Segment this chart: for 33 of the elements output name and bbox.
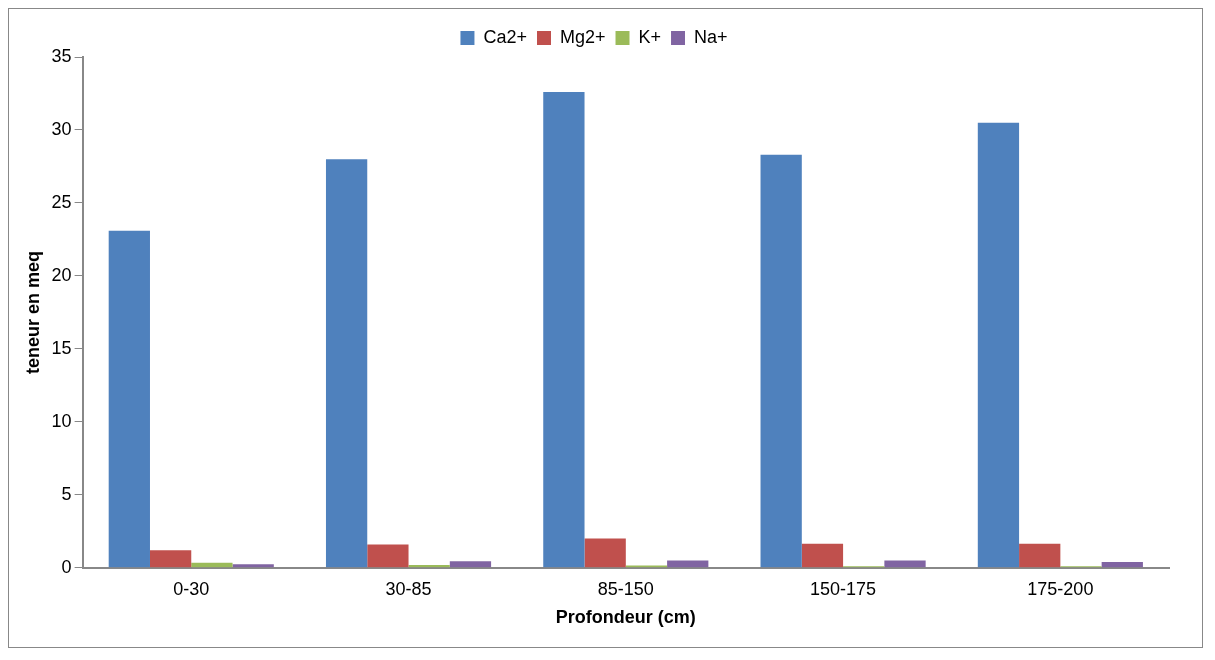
bar — [760, 154, 802, 568]
bar — [108, 230, 150, 568]
bar — [977, 122, 1020, 568]
x-tick-label: 0-30 — [173, 578, 210, 599]
y-tick-label: 20 — [51, 264, 72, 285]
x-tick-label: 175-200 — [1027, 578, 1094, 599]
bar — [1101, 561, 1143, 568]
y-tick-label: 15 — [51, 337, 72, 358]
y-tick-label: 30 — [51, 118, 72, 139]
bar — [367, 544, 409, 568]
bar — [1019, 543, 1061, 568]
legend-label: Ca2+ — [483, 26, 527, 47]
y-tick-label: 0 — [61, 556, 72, 577]
x-tick-label: 85-150 — [597, 578, 654, 599]
bar — [584, 538, 626, 568]
x-axis-title: Profondeur (cm) — [555, 607, 696, 628]
legend-label: Mg2+ — [559, 26, 606, 47]
bar — [801, 543, 844, 568]
legend-label: Na+ — [694, 26, 728, 47]
bar — [325, 159, 368, 568]
y-axis-title: teneur en meq — [22, 250, 43, 374]
y-tick-label: 35 — [51, 45, 72, 66]
y-tick-label: 5 — [61, 483, 72, 504]
y-tick-label: 25 — [51, 191, 72, 212]
x-tick-label: 150-175 — [810, 578, 877, 599]
bar — [232, 564, 274, 568]
legend-label: K+ — [638, 26, 662, 47]
bar — [884, 560, 926, 568]
y-tick-label: 10 — [51, 410, 72, 431]
bar — [449, 561, 492, 568]
x-tick-label: 30-85 — [385, 578, 432, 599]
bar — [149, 550, 192, 568]
bar — [543, 92, 585, 568]
